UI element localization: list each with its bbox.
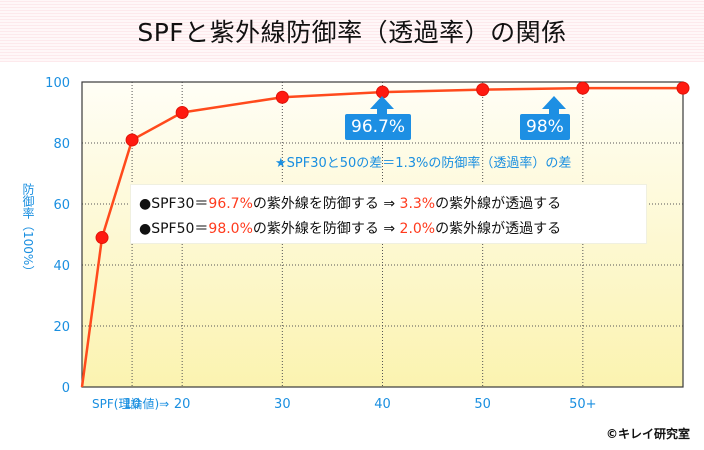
data-point	[576, 81, 590, 95]
data-point	[125, 133, 139, 147]
callout-spf30-stem	[377, 108, 387, 114]
y-tick-label: 40	[53, 259, 70, 274]
data-point	[676, 81, 690, 95]
x-tick-label: 50+	[569, 397, 596, 412]
title-band	[0, 0, 704, 62]
info-line-spf30: ●SPF30＝96.7%の紫外線を防御する ⇒ 3.3%の紫外線が透過する	[139, 193, 561, 213]
data-point	[95, 231, 109, 245]
difference-note: ★SPF30と50の差＝1.3%の防御率（透過率）の差	[275, 156, 572, 171]
callout-spf30: 96.7%	[345, 114, 412, 140]
callout-spf50-arrow	[542, 96, 566, 109]
x-tick-label: 40	[374, 397, 391, 412]
info-suffix: の紫外線が透過する	[435, 196, 562, 212]
y-tick-labels: 0 20 40 60 80 100	[45, 76, 70, 396]
data-point	[175, 106, 189, 119]
info-box: ●SPF30＝96.7%の紫外線を防御する ⇒ 3.3%の紫外線が透過する ●S…	[131, 185, 646, 243]
info-protect-value: 96.7%	[208, 196, 253, 212]
copyright: ©キレイ研究室	[605, 427, 690, 441]
callout-spf30-arrow	[370, 96, 394, 109]
y-tick-label: 100	[45, 76, 70, 91]
chart-title: SPFと紫外線防御率（透過率）の関係	[137, 18, 567, 47]
x-tick-label: 10	[124, 397, 141, 412]
info-prefix: ●SPF50＝	[139, 221, 209, 237]
callout-spf50: 98%	[520, 114, 570, 140]
info-prefix: ●SPF30＝	[139, 196, 209, 212]
callout-spf50-stem	[549, 108, 559, 114]
y-tick-label: 0	[62, 381, 70, 396]
y-tick-label: 80	[53, 137, 70, 152]
info-suffix: の紫外線が透過する	[435, 221, 562, 237]
info-protect-value: 98.0%	[208, 221, 253, 237]
x-tick-label: 30	[274, 397, 291, 412]
y-tick-label: 60	[53, 198, 70, 213]
y-axis-label: 防御率（100%）	[21, 183, 35, 278]
data-point	[476, 83, 490, 97]
info-transmit-value: 2.0%	[399, 221, 436, 237]
info-line-spf50: ●SPF50＝98.0%の紫外線を防御する ⇒ 2.0%の紫外線が透過する	[139, 218, 561, 238]
info-mid: の紫外線を防御する ⇒	[252, 196, 400, 212]
info-mid: の紫外線を防御する ⇒	[252, 221, 400, 237]
data-point	[275, 90, 289, 104]
x-tick-label: 20	[174, 397, 191, 412]
y-tick-label: 20	[53, 320, 70, 335]
x-tick-labels: SPF(理論値)⇒10 20 30 40 50 50+	[92, 396, 597, 412]
plot-border	[81, 81, 684, 388]
x-tick-label: 50	[474, 397, 491, 412]
series-markers	[95, 81, 690, 245]
x-axis-label: SPF(理論値)⇒	[92, 396, 169, 411]
info-transmit-value: 3.3%	[399, 196, 436, 212]
